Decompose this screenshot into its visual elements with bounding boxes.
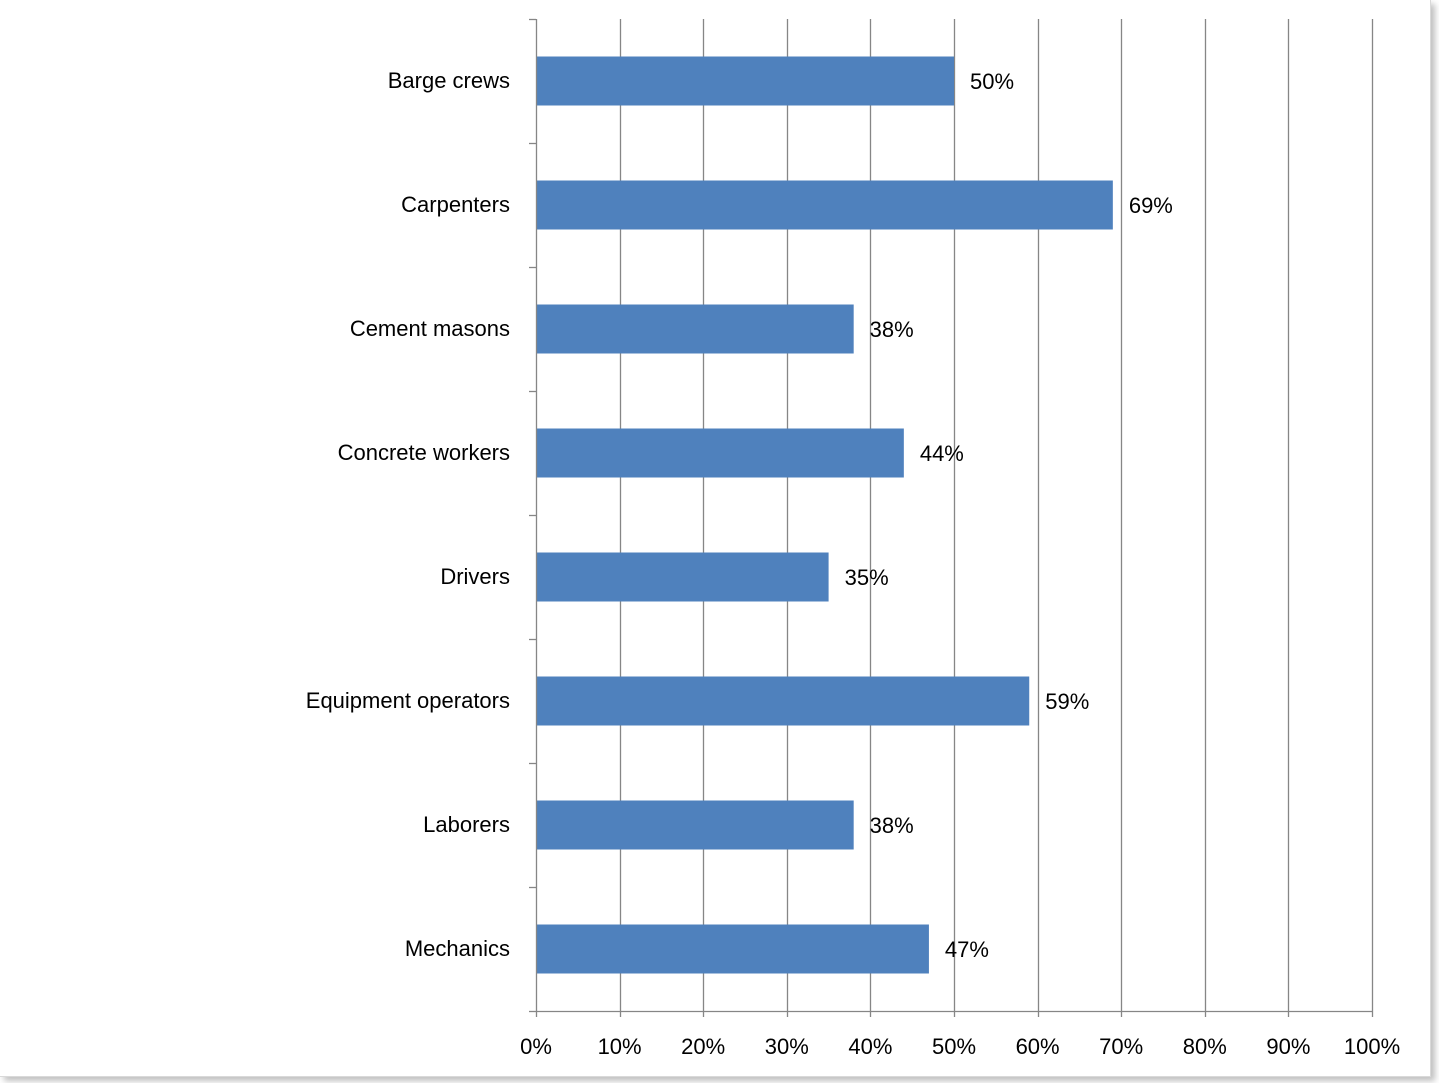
bar	[536, 304, 854, 354]
bar	[536, 552, 829, 602]
category-label: Mechanics	[405, 936, 510, 961]
x-tick-label: 60%	[1016, 1034, 1060, 1059]
axes	[529, 18, 1374, 1017]
category-label: Cement masons	[350, 316, 510, 341]
gridlines	[619, 19, 1374, 1011]
x-tick-label: 10%	[598, 1034, 642, 1059]
bar	[536, 676, 1030, 726]
data-label: 59%	[1045, 689, 1089, 714]
category-label: Drivers	[440, 564, 510, 589]
data-label: 44%	[920, 441, 964, 466]
bar	[536, 56, 954, 106]
data-label: 38%	[870, 813, 914, 838]
data-label: 35%	[845, 565, 889, 590]
data-label: 69%	[1129, 193, 1173, 218]
x-tick-label: 80%	[1183, 1034, 1227, 1059]
x-tick-label: 40%	[848, 1034, 892, 1059]
bar	[536, 428, 904, 478]
bar	[536, 924, 929, 974]
category-label: Equipment operators	[306, 688, 510, 713]
category-label: Carpenters	[401, 192, 510, 217]
x-tick-label: 0%	[520, 1034, 552, 1059]
x-tick-label: 100%	[1344, 1034, 1400, 1059]
bar	[536, 180, 1113, 230]
category-label: Barge crews	[388, 68, 510, 93]
data-label: 38%	[870, 317, 914, 342]
x-tick-label: 30%	[765, 1034, 809, 1059]
bars	[536, 56, 1113, 974]
data-label: 50%	[970, 69, 1014, 94]
x-tick-label: 90%	[1266, 1034, 1310, 1059]
category-label: Concrete workers	[338, 440, 510, 465]
data-label: 47%	[945, 937, 989, 962]
x-tick-label: 70%	[1099, 1034, 1143, 1059]
bar	[536, 800, 854, 850]
x-tick-label: 50%	[932, 1034, 976, 1059]
x-tick-label: 20%	[681, 1034, 725, 1059]
category-label: Laborers	[423, 812, 510, 837]
labels: 0% 10% 20% 30% 40% 50% 60% 70% 80% 90% 100% Barge c…	[306, 68, 1400, 1059]
